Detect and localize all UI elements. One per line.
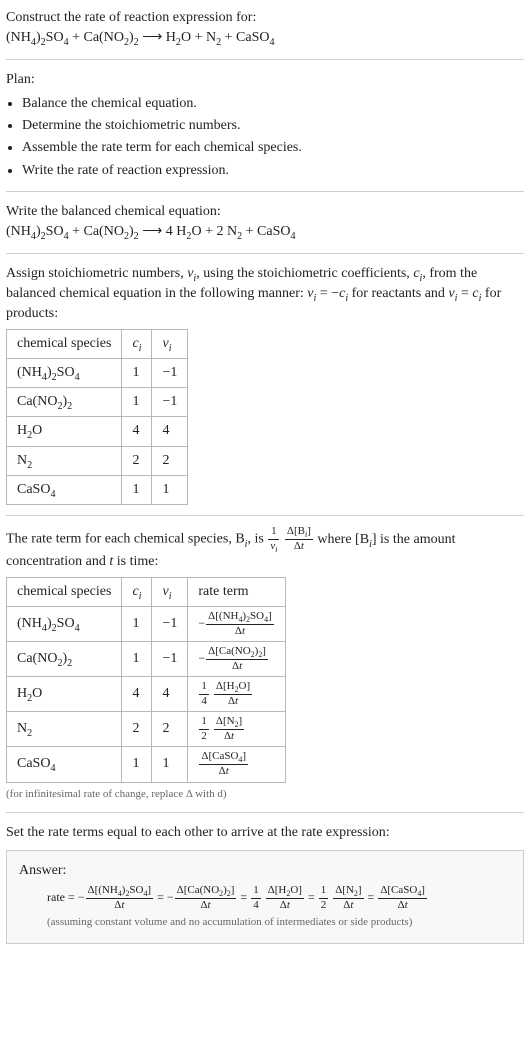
table-row: N2 2 2 [7,446,188,475]
cell-species: N2 [7,712,122,747]
plan-item: Write the rate of reaction expression. [22,161,524,181]
col-vi: νi [152,577,188,606]
cell-species: H2O [7,677,122,712]
cell-species: (NH4)2SO4 [7,358,122,387]
col-vi: νi [152,329,188,358]
answer-note: (assuming constant volume and no accumul… [47,915,511,931]
table-header-row: chemical species ci νi [7,329,188,358]
table-row: H2O 4 4 14 Δ[H2O]Δt [7,677,286,712]
frac-den: νi [268,540,279,553]
col-ci: ci [122,329,152,358]
cell-vi: 4 [152,417,188,446]
cell-rateterm: Δ[CaSO4]Δt [188,747,285,782]
intro-title: Construct the rate of reaction expressio… [6,8,524,28]
rateterm-frac-1: 1 νi [268,526,279,552]
table-row: Ca(NO2)2 1 −1 [7,388,188,417]
cell-rateterm: 12 Δ[N2]Δt [188,712,285,747]
plan-item: Assemble the rate term for each chemical… [22,138,524,158]
cell-ci: 4 [122,417,152,446]
cell-species: Ca(NO2)2 [7,388,122,417]
cell-rateterm: −Δ[Ca(NO2)2]Δt [188,642,285,677]
cell-vi: −1 [152,388,188,417]
rateterm-intro: The rate term for each chemical species,… [6,526,524,572]
cell-vi: 1 [152,747,188,782]
stoich-table: chemical species ci νi (NH4)2SO4 1 −1 Ca… [6,329,188,506]
cell-ci: 2 [122,712,152,747]
answer-label: Answer: [19,861,511,881]
separator [6,812,524,813]
plan-item: Balance the chemical equation. [22,94,524,114]
cell-ci: 1 [122,607,152,642]
cell-species: (NH4)2SO4 [7,607,122,642]
cell-ci: 1 [122,388,152,417]
table-row: N2 2 2 12 Δ[N2]Δt [7,712,286,747]
rateterm-frac-2: Δ[Bi] Δt [285,526,313,552]
cell-species: H2O [7,417,122,446]
col-species: chemical species [7,329,122,358]
plan-heading: Plan: [6,70,524,90]
cell-ci: 2 [122,446,152,475]
table-row: (NH4)2SO4 1 −1 −Δ[(NH4)2SO4]Δt [7,607,286,642]
table-header-row: chemical species ci νi rate term [7,577,286,606]
answer-box: Answer: rate = −Δ[(NH4)2SO4]Δt = −Δ[Ca(N… [6,850,524,944]
cell-ci: 1 [122,476,152,505]
cell-vi: −1 [152,642,188,677]
answer-rate-expression: rate = −Δ[(NH4)2SO4]Δt = −Δ[Ca(NO2)2]Δt … [47,885,511,911]
cell-rateterm: 14 Δ[H2O]Δt [188,677,285,712]
cell-species: CaSO4 [7,747,122,782]
plan-list: Balance the chemical equation. Determine… [6,94,524,181]
cell-species: Ca(NO2)2 [7,642,122,677]
table-row: CaSO4 1 1 [7,476,188,505]
cell-vi: −1 [152,358,188,387]
rateterm-pre: The rate term for each chemical species,… [6,532,267,547]
page: Construct the rate of reaction expressio… [0,0,530,956]
table-row: H2O 4 4 [7,417,188,446]
table-row: Ca(NO2)2 1 −1 −Δ[Ca(NO2)2]Δt [7,642,286,677]
cell-vi: −1 [152,607,188,642]
rate-prefix: rate = [47,890,78,904]
separator [6,191,524,192]
final-heading: Set the rate terms equal to each other t… [6,823,524,843]
separator [6,59,524,60]
cell-vi: 2 [152,446,188,475]
cell-ci: 4 [122,677,152,712]
cell-ci: 1 [122,642,152,677]
table-row: CaSO4 1 1 Δ[CaSO4]Δt [7,747,286,782]
intro-equation: (NH4)2SO4 + Ca(NO2)2 ⟶ H2O + N2 + CaSO4 [6,28,524,48]
cell-vi: 2 [152,712,188,747]
table-row: (NH4)2SO4 1 −1 [7,358,188,387]
cell-vi: 1 [152,476,188,505]
frac-num: Δ[Bi] [285,526,313,540]
separator [6,253,524,254]
rate-table: chemical species ci νi rate term (NH4)2S… [6,577,286,783]
separator [6,515,524,516]
rate-chain: −Δ[(NH4)2SO4]Δt = −Δ[Ca(NO2)2]Δt = 14 Δ[… [78,890,428,904]
cell-rateterm: −Δ[(NH4)2SO4]Δt [188,607,285,642]
cell-species: CaSO4 [7,476,122,505]
col-rate: rate term [188,577,285,606]
cell-vi: 4 [152,677,188,712]
balanced-heading: Write the balanced chemical equation: [6,202,524,222]
rate-table-note: (for infinitesimal rate of change, repla… [6,787,524,803]
col-ci: ci [122,577,152,606]
cell-ci: 1 [122,358,152,387]
plan-item: Determine the stoichiometric numbers. [22,116,524,136]
cell-ci: 1 [122,747,152,782]
balanced-equation: (NH4)2SO4 + Ca(NO2)2 ⟶ 4 H2O + 2 N2 + Ca… [6,222,524,242]
col-species: chemical species [7,577,122,606]
frac-num: 1 [268,526,279,540]
frac-den: Δt [285,540,313,553]
assign-text: Assign stoichiometric numbers, νi, using… [6,264,524,325]
cell-species: N2 [7,446,122,475]
